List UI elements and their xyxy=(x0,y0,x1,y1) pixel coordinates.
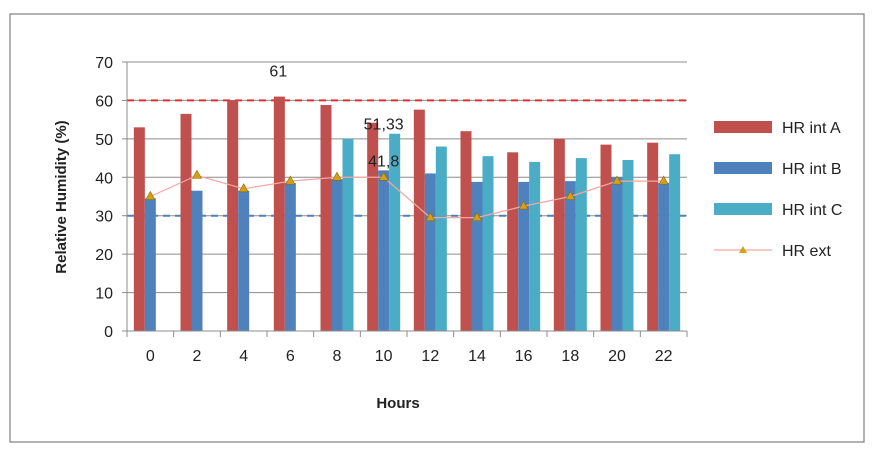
bar-hr-int-a xyxy=(553,138,565,331)
x-tick-label: 22 xyxy=(655,348,673,365)
marker-hr-ext xyxy=(191,169,203,179)
marker-hr-ext xyxy=(378,171,389,181)
bar-hr-int-b xyxy=(518,181,530,331)
marker-hr-ext xyxy=(425,212,436,221)
line-hr-ext xyxy=(150,174,664,219)
legend-marker xyxy=(739,246,747,253)
bar-hr-int-c xyxy=(575,158,587,331)
annotations: 61 51,33 41,8 xyxy=(269,64,403,171)
bar-hr-int-a xyxy=(273,96,285,331)
bar-hr-int-c xyxy=(389,133,401,331)
x-axis-label: Hours xyxy=(376,395,419,412)
ext-series xyxy=(145,169,669,221)
marker-hr-ext xyxy=(565,190,576,200)
marker-hr-ext xyxy=(658,175,669,185)
bar-hr-int-b xyxy=(378,170,390,331)
x-tick-label: 2 xyxy=(193,348,202,365)
data-label: 41,8 xyxy=(368,153,399,170)
bar-hr-int-a xyxy=(507,152,519,331)
x-tick-label: 12 xyxy=(421,348,439,365)
marker-hr-ext xyxy=(611,175,623,185)
bar-hr-int-a xyxy=(460,131,472,331)
bar-hr-int-b xyxy=(331,179,343,331)
y-tick-label: 60 xyxy=(95,93,113,110)
legend: HR int A HR int B HR int C HR ext xyxy=(714,120,842,260)
x-tick-label: 18 xyxy=(561,348,579,365)
bar-hr-int-a xyxy=(367,122,379,332)
bars xyxy=(133,96,681,332)
marker-hr-ext xyxy=(471,212,483,221)
x-tick-label: 6 xyxy=(286,348,295,365)
bar-hr-int-a xyxy=(600,144,612,331)
x-tick-label: 0 xyxy=(146,348,155,365)
x-tick-label: 8 xyxy=(333,348,342,365)
bar-hr-int-b xyxy=(284,183,296,331)
y-tick-label: 0 xyxy=(104,324,113,341)
legend-label: HR int C xyxy=(782,202,842,219)
bar-hr-int-c xyxy=(342,138,354,331)
axes: 0 10 20 30 40 50 60 70 0 2 4 6 8 10 12 14 16 18 20 22 xyxy=(95,55,688,365)
legend-label: HR ext xyxy=(782,243,831,260)
reference-lines xyxy=(127,99,687,217)
x-tick-label: 10 xyxy=(375,348,393,365)
bar-hr-int-b xyxy=(658,183,670,331)
y-tick-label: 30 xyxy=(95,209,113,226)
x-tick-label: 20 xyxy=(608,348,626,365)
legend-swatch xyxy=(714,121,772,133)
x-tick-label: 4 xyxy=(239,348,248,365)
bar-hr-int-a xyxy=(227,100,239,331)
marker-hr-ext xyxy=(331,171,343,181)
x-tick-label: 14 xyxy=(468,348,486,365)
y-tick-label: 40 xyxy=(95,170,113,187)
bar-hr-int-b xyxy=(471,181,483,331)
marker-hr-ext xyxy=(145,190,156,200)
y-tick-label: 70 xyxy=(95,55,113,72)
bar-hr-int-c xyxy=(529,161,541,331)
y-tick-label: 10 xyxy=(95,286,113,303)
bar-hr-int-c xyxy=(435,146,447,331)
legend-swatch xyxy=(714,203,772,215)
legend-label: HR int B xyxy=(782,161,842,178)
bar-hr-int-b xyxy=(611,177,623,331)
bar-hr-int-b xyxy=(564,181,576,331)
bar-hr-int-c xyxy=(622,159,634,331)
bar-hr-int-b xyxy=(238,190,250,331)
marker-hr-ext xyxy=(285,175,296,185)
legend-label: HR int A xyxy=(782,120,841,137)
y-axis-label: Relative Humidity (%) xyxy=(53,120,70,273)
data-label: 61 xyxy=(269,64,287,81)
bar-hr-int-a xyxy=(180,113,192,331)
bar-hr-int-b xyxy=(144,198,156,331)
bar-hr-int-b xyxy=(424,173,436,331)
bar-hr-int-a xyxy=(133,127,145,331)
legend-swatch xyxy=(714,162,772,174)
marker-hr-ext xyxy=(238,183,249,193)
data-label: 51,33 xyxy=(364,117,404,134)
bar-hr-int-a xyxy=(413,109,425,331)
bar-hr-int-a xyxy=(320,105,332,331)
bar-hr-int-c xyxy=(669,154,681,331)
bar-hr-int-b xyxy=(191,190,203,331)
y-tick-label: 50 xyxy=(95,132,113,149)
y-tick-label: 20 xyxy=(95,247,113,264)
bar-hr-int-c xyxy=(482,156,494,331)
bar-hr-int-a xyxy=(647,142,659,331)
x-tick-label: 16 xyxy=(515,348,533,365)
marker-hr-ext xyxy=(518,200,529,210)
